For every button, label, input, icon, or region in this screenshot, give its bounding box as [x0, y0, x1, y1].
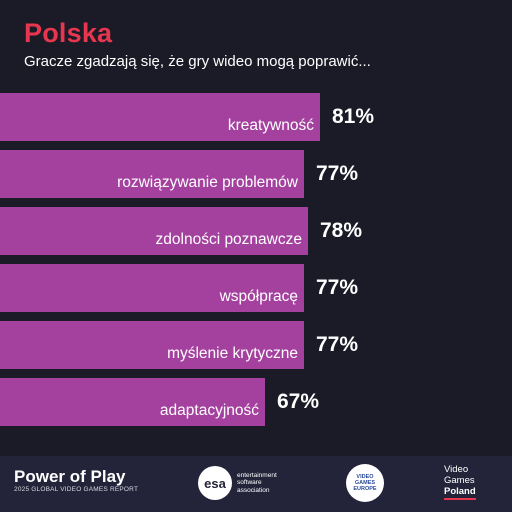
vge-line-2: GAMES — [354, 480, 376, 486]
bar: współpracę — [0, 264, 304, 312]
bar-value-label: 67% — [277, 390, 320, 413]
esa-logo-icon: esa — [198, 466, 232, 500]
vgp-line-3: Poland — [444, 486, 476, 500]
esa-line-3: association — [237, 486, 270, 494]
esa-line-2: software — [237, 479, 262, 487]
bar-value-label: 78% — [320, 219, 363, 242]
bar: myślenie krytyczne — [0, 321, 304, 369]
chart-title: Polska — [24, 18, 113, 48]
brand-subtitle: 2025 GLOBAL VIDEO GAMES REPORT — [14, 486, 139, 493]
footer: Power of Play 2025 GLOBAL VIDEO GAMES RE… — [0, 456, 512, 512]
video-games-poland-logo: Video Games Poland — [444, 464, 476, 500]
bar-value-label: 81% — [332, 105, 375, 128]
bar-category-label: współpracę — [219, 288, 298, 305]
chart-subtitle: Gracze zgadzają się, że gry wideo mogą p… — [24, 53, 371, 70]
bar: rozwiązywanie problemów — [0, 150, 304, 198]
bar-value-label: 77% — [316, 276, 359, 299]
vge-line-1: VIDEO — [356, 474, 374, 480]
bar-category-label: kreatywność — [227, 117, 314, 134]
brand-title: Power of Play — [14, 467, 126, 486]
vgp-line-1: Video — [444, 464, 469, 475]
bar: kreatywność — [0, 93, 320, 141]
esa-line-1: entertainment — [237, 471, 277, 479]
esa-logo-text: entertainment software association — [237, 472, 277, 495]
vgp-line-2: Games — [444, 475, 475, 486]
bar-category-label: rozwiązywanie problemów — [117, 174, 298, 191]
bar-category-label: adaptacyjność — [159, 402, 259, 419]
bar: zdolności poznawcze — [0, 207, 308, 255]
esa-logo: esa entertainment software association — [198, 466, 277, 500]
vge-line-3: EUROPE — [353, 486, 377, 492]
bar-category-label: myślenie krytyczne — [167, 345, 298, 362]
bar: adaptacyjność — [0, 378, 265, 426]
bar-category-label: zdolności poznawcze — [155, 231, 302, 248]
bar-value-label: 77% — [316, 162, 359, 185]
bar-value-label: 77% — [316, 333, 359, 356]
video-games-europe-logo: VIDEO GAMES EUROPE — [346, 464, 384, 502]
power-of-play-logo: Power of Play 2025 GLOBAL VIDEO GAMES RE… — [14, 467, 139, 494]
bar-chart: kreatywność 81% rozwiązywanie problemów 77%… — [0, 93, 375, 426]
